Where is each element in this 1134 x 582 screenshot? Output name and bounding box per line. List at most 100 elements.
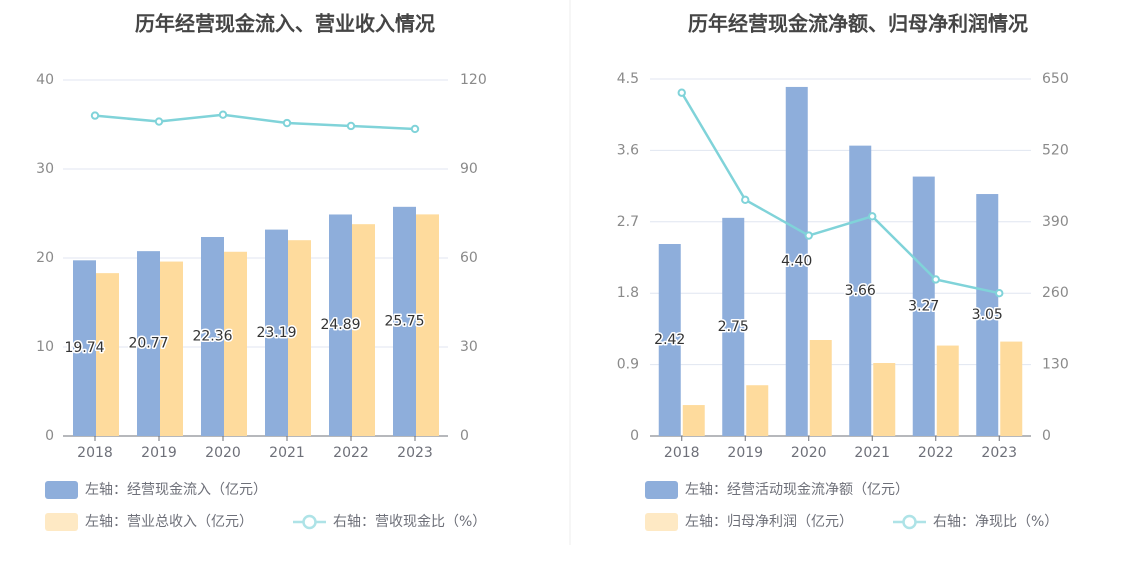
bar bbox=[809, 340, 832, 436]
data-label: 19.74 bbox=[64, 340, 104, 356]
line-point bbox=[868, 212, 877, 221]
y-left-tick-label: 20 bbox=[36, 250, 54, 266]
legend-swatch-marker bbox=[302, 514, 317, 530]
y-left-tick-label: 1.8 bbox=[617, 285, 639, 301]
x-tick-label: 2023 bbox=[981, 445, 1017, 461]
data-label: 3.66 bbox=[845, 283, 876, 299]
y-left-tick-label: 40 bbox=[36, 72, 54, 88]
bar bbox=[746, 385, 769, 436]
y-right-tick-label: 120 bbox=[460, 72, 487, 88]
y-right-tick-label: 90 bbox=[460, 161, 478, 177]
bar bbox=[73, 260, 96, 436]
legend-item: 左轴：经营现金流入（亿元） bbox=[45, 481, 267, 499]
bar bbox=[976, 194, 999, 436]
bar bbox=[96, 273, 119, 436]
x-tick-label: 2018 bbox=[77, 445, 113, 461]
legend-swatch bbox=[645, 481, 678, 499]
y-right-tick-label: 0 bbox=[1042, 428, 1051, 444]
x-tick-label: 2023 bbox=[397, 445, 433, 461]
legend-item: 左轴：归母净利润（亿元） bbox=[645, 513, 853, 531]
data-label: 3.05 bbox=[972, 307, 1003, 323]
legend-swatch bbox=[45, 481, 78, 499]
y-right-tick-label: 650 bbox=[1042, 71, 1069, 87]
line-point bbox=[677, 88, 686, 97]
line-point bbox=[741, 195, 750, 205]
bar bbox=[288, 240, 311, 436]
x-tick-label: 2022 bbox=[918, 445, 954, 461]
bar bbox=[224, 251, 247, 436]
line-point bbox=[931, 275, 940, 284]
line-point bbox=[218, 110, 228, 119]
bar bbox=[393, 206, 416, 436]
x-tick-label: 2021 bbox=[269, 445, 305, 461]
y-left-tick-label: 2.7 bbox=[617, 214, 639, 230]
x-tick-label: 2019 bbox=[141, 445, 177, 461]
line-point bbox=[154, 117, 164, 126]
bar bbox=[912, 176, 935, 436]
bar bbox=[137, 251, 160, 436]
line-point bbox=[995, 289, 1004, 298]
data-label: 20.77 bbox=[128, 336, 168, 352]
data-label: 3.27 bbox=[908, 298, 939, 314]
chart-panel-1: 历年经营现金流入、营业收入情况 0 10 20 30 40 0 30 60 90 120 2018 20… bbox=[36, 12, 487, 531]
y-left-tick-label: 0 bbox=[45, 428, 54, 444]
legend-swatch-marker bbox=[902, 514, 917, 530]
data-label: 22.36 bbox=[192, 328, 232, 344]
line-point bbox=[346, 121, 356, 131]
line-point bbox=[410, 124, 420, 134]
legend-swatch bbox=[45, 513, 78, 531]
bar bbox=[201, 236, 224, 436]
legend-item: 右轴：净现比（%） bbox=[893, 514, 1058, 530]
bar bbox=[416, 214, 439, 436]
chart-title: 历年经营现金流入、营业收入情况 bbox=[135, 12, 435, 36]
y-left-tick-label: 4.5 bbox=[617, 71, 639, 87]
bar bbox=[873, 363, 896, 436]
bar bbox=[682, 405, 705, 436]
bar bbox=[785, 86, 808, 436]
line-point bbox=[282, 118, 292, 128]
legend-item: 左轴：营业总收入（亿元） bbox=[45, 513, 253, 531]
bar bbox=[658, 244, 681, 436]
x-tick-label: 2019 bbox=[727, 445, 763, 461]
data-label: 4.40 bbox=[781, 253, 812, 269]
y-right-tick-label: 130 bbox=[1042, 357, 1069, 373]
y-right-tick-label: 520 bbox=[1042, 142, 1069, 158]
x-tick-label: 2018 bbox=[664, 445, 700, 461]
legend-item: 左轴：经营活动现金流净额（亿元） bbox=[645, 481, 909, 499]
legend-swatch bbox=[645, 513, 678, 531]
chart-title: 历年经营现金流净额、归母净利润情况 bbox=[688, 12, 1028, 36]
series-line bbox=[94, 113, 416, 131]
legend-label: 左轴：归母净利润（亿元） bbox=[685, 513, 853, 530]
bar bbox=[329, 214, 352, 436]
legend-label: 右轴：营收现金比（%） bbox=[333, 514, 486, 530]
data-label: 23.19 bbox=[256, 325, 296, 341]
y-left-tick-label: 3.6 bbox=[617, 142, 639, 158]
bar bbox=[936, 345, 959, 436]
data-label: 25.75 bbox=[384, 313, 424, 329]
chart-panel-2: 历年经营现金流净额、归母净利润情况 0 0.9 1.8 2.7 3.6 4.5 0 130 260… bbox=[617, 12, 1069, 531]
x-tick-label: 2020 bbox=[791, 445, 827, 461]
line-point bbox=[90, 111, 100, 120]
data-label: 2.42 bbox=[654, 332, 685, 348]
series-line bbox=[680, 92, 1000, 295]
x-tick-label: 2020 bbox=[205, 445, 241, 461]
x-tick-label: 2021 bbox=[854, 445, 890, 461]
bar bbox=[352, 224, 375, 436]
y-right-tick-label: 0 bbox=[460, 428, 469, 444]
legend-label: 左轴：营业总收入（亿元） bbox=[85, 514, 253, 530]
y-right-tick-label: 390 bbox=[1042, 214, 1069, 230]
legend-label: 左轴：经营现金流入（亿元） bbox=[85, 482, 267, 498]
legend-item: 右轴：营收现金比（%） bbox=[293, 514, 486, 530]
y-right-tick-label: 260 bbox=[1042, 285, 1069, 301]
y-left-tick-label: 0 bbox=[630, 428, 639, 444]
data-label: 24.89 bbox=[320, 317, 360, 333]
bar bbox=[1000, 341, 1023, 436]
y-right-tick-label: 60 bbox=[460, 250, 478, 266]
x-tick-label: 2022 bbox=[333, 445, 369, 461]
y-right-tick-label: 30 bbox=[460, 339, 478, 355]
bar bbox=[160, 261, 183, 436]
y-left-tick-label: 30 bbox=[36, 161, 54, 177]
legend-label: 左轴：经营活动现金流净额（亿元） bbox=[685, 482, 909, 498]
bar bbox=[722, 217, 745, 436]
